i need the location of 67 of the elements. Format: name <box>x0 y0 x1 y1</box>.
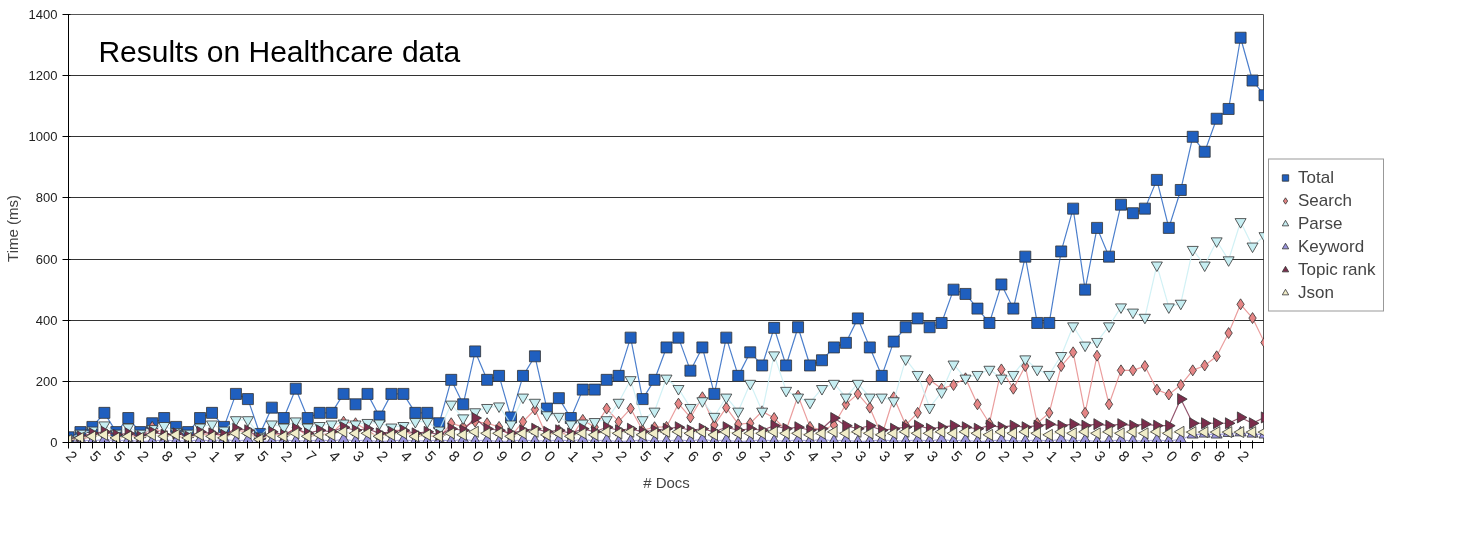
x-tick-label: 3 <box>852 447 871 466</box>
x-tick-label: 2 <box>134 447 153 466</box>
x-tick-label: 3 <box>1091 447 1110 466</box>
x-tick-label: 5 <box>421 447 440 466</box>
x-tick-label: 9 <box>493 447 512 466</box>
y-tick-label: 1400 <box>28 7 58 22</box>
y-tick-label: 1200 <box>28 68 58 84</box>
legend-label: Keyword <box>1298 236 1365 257</box>
legend-label: Topic rank <box>1298 259 1376 280</box>
x-tick-label: 3 <box>923 447 942 466</box>
y-tick-label: 800 <box>35 190 58 206</box>
x-tick-label: 5 <box>110 447 129 466</box>
y-tick-label: 400 <box>35 312 58 328</box>
x-tick-label: 2 <box>62 447 81 466</box>
x-tick-label: 0 <box>971 447 990 466</box>
x-tick-label: 2 <box>1234 447 1253 466</box>
x-tick-label: 0 <box>1163 447 1182 466</box>
x-tick-label: 5 <box>780 447 799 466</box>
x-tick-label: 2 <box>182 447 201 466</box>
x-tick-label: 5 <box>636 447 655 466</box>
x-tick-label: 2 <box>589 447 607 466</box>
legend-label: Parse <box>1298 213 1343 234</box>
x-tick-label: 1 <box>660 447 679 466</box>
x-tick-label: 0 <box>469 447 488 466</box>
x-tick-label: 8 <box>158 447 177 466</box>
x-tick-label: 7 <box>302 447 320 466</box>
x-tick-label: 2 <box>1067 447 1086 466</box>
text: Results on Healthcare data <box>98 35 461 68</box>
x-tick-label: 1 <box>565 447 584 466</box>
x-tick-label: 3 <box>876 447 895 466</box>
legend-label: Json <box>1298 282 1334 303</box>
x-tick-label: 2 <box>373 447 392 466</box>
x-tick-label: 4 <box>397 447 416 466</box>
x-tick-label: 1 <box>206 447 225 466</box>
x-tick-label: 5 <box>254 447 273 466</box>
x-tick-label: 2 <box>995 447 1014 466</box>
x-tick-label: 2 <box>1019 447 1038 466</box>
legend-label: Search <box>1298 190 1352 211</box>
x-tick-label: 4 <box>900 447 918 466</box>
x-axis-title: # Docs <box>643 474 690 492</box>
x-tick-label: 5 <box>86 447 105 466</box>
x-tick-label: 3 <box>349 447 368 466</box>
x-tick-label: 6 <box>684 447 703 466</box>
x-tick-label: 2 <box>278 447 297 466</box>
x-tick-label: 1 <box>1043 447 1062 466</box>
y-axis-title: Time (ms) <box>3 195 21 262</box>
x-tick-label: 5 <box>947 447 966 466</box>
x-tick-label: 9 <box>732 447 751 466</box>
x-tick-label: 0 <box>517 447 536 466</box>
x-tick-label: 2 <box>613 447 631 466</box>
x-tick-label: 4 <box>230 447 249 466</box>
x-tick-label: 8 <box>1211 447 1229 466</box>
y-tick-label: 600 <box>35 251 58 267</box>
y-tick-label: 1000 <box>28 129 58 145</box>
x-tick-label: 0 <box>541 447 560 466</box>
x-tick-label: 8 <box>445 447 464 466</box>
x-tick-label: 2 <box>828 447 847 466</box>
y-tick-label: 200 <box>35 373 58 389</box>
y-tick-label: 0 <box>50 435 58 450</box>
x-tick-label: 6 <box>708 447 727 466</box>
x-tick-label: 8 <box>1115 447 1134 466</box>
x-tick-label: 4 <box>804 447 823 466</box>
x-tick-label: 6 <box>1187 447 1205 466</box>
x-tick-label: 2 <box>756 447 775 466</box>
x-tick-label: 2 <box>1139 447 1158 466</box>
x-tick-label: 4 <box>325 447 344 466</box>
legend-label: Total <box>1298 167 1334 188</box>
